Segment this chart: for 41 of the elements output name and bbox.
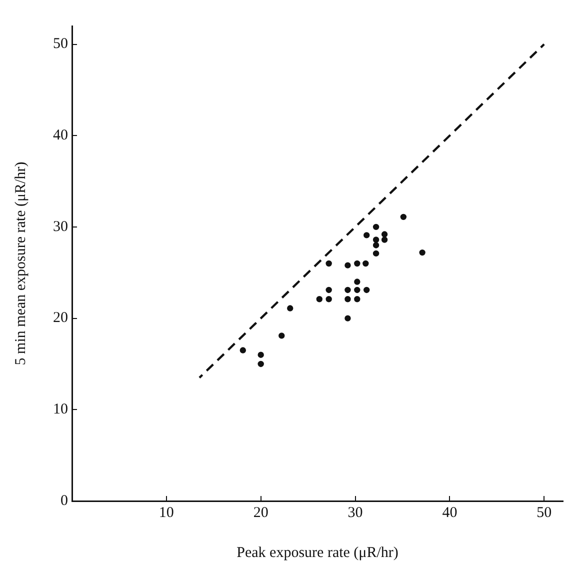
x-tick-label: 10 [158,504,174,521]
point [354,286,360,294]
point [381,231,388,238]
point [344,286,351,294]
point [316,296,322,302]
point [344,262,351,268]
y-tick-label: 40 [53,128,68,144]
x-tick-label: 50 [536,504,552,521]
point [344,315,351,322]
point [372,250,380,257]
point [240,347,246,354]
x-axis-title: Peak exposure rate (μR/hr) [236,544,398,561]
point [362,260,369,267]
point [326,296,332,302]
point [419,249,426,256]
point [344,296,351,302]
y-tick-label: 10 [53,402,68,418]
y-tick-label: 0 [60,492,68,509]
point [400,214,407,220]
point [372,242,380,248]
point [364,286,370,294]
y-tick-label: 20 [53,310,68,326]
x-tick-label: 30 [348,504,363,521]
point [372,236,380,243]
x-tick-label: 40 [442,504,458,521]
point [278,332,285,339]
x-tick-label: 20 [253,504,268,521]
point [258,360,264,368]
y-axis-title: 5 min mean exposure rate (μR/hr) [12,162,29,366]
y-tick-label: 30 [53,218,68,235]
point [326,286,332,294]
point [287,305,294,312]
point [354,296,360,302]
point [326,260,332,267]
y-tick-label: 50 [53,36,68,52]
point [258,352,264,358]
point [354,260,360,267]
point [364,232,370,238]
point [372,224,380,230]
point [381,236,388,243]
point [354,278,360,285]
